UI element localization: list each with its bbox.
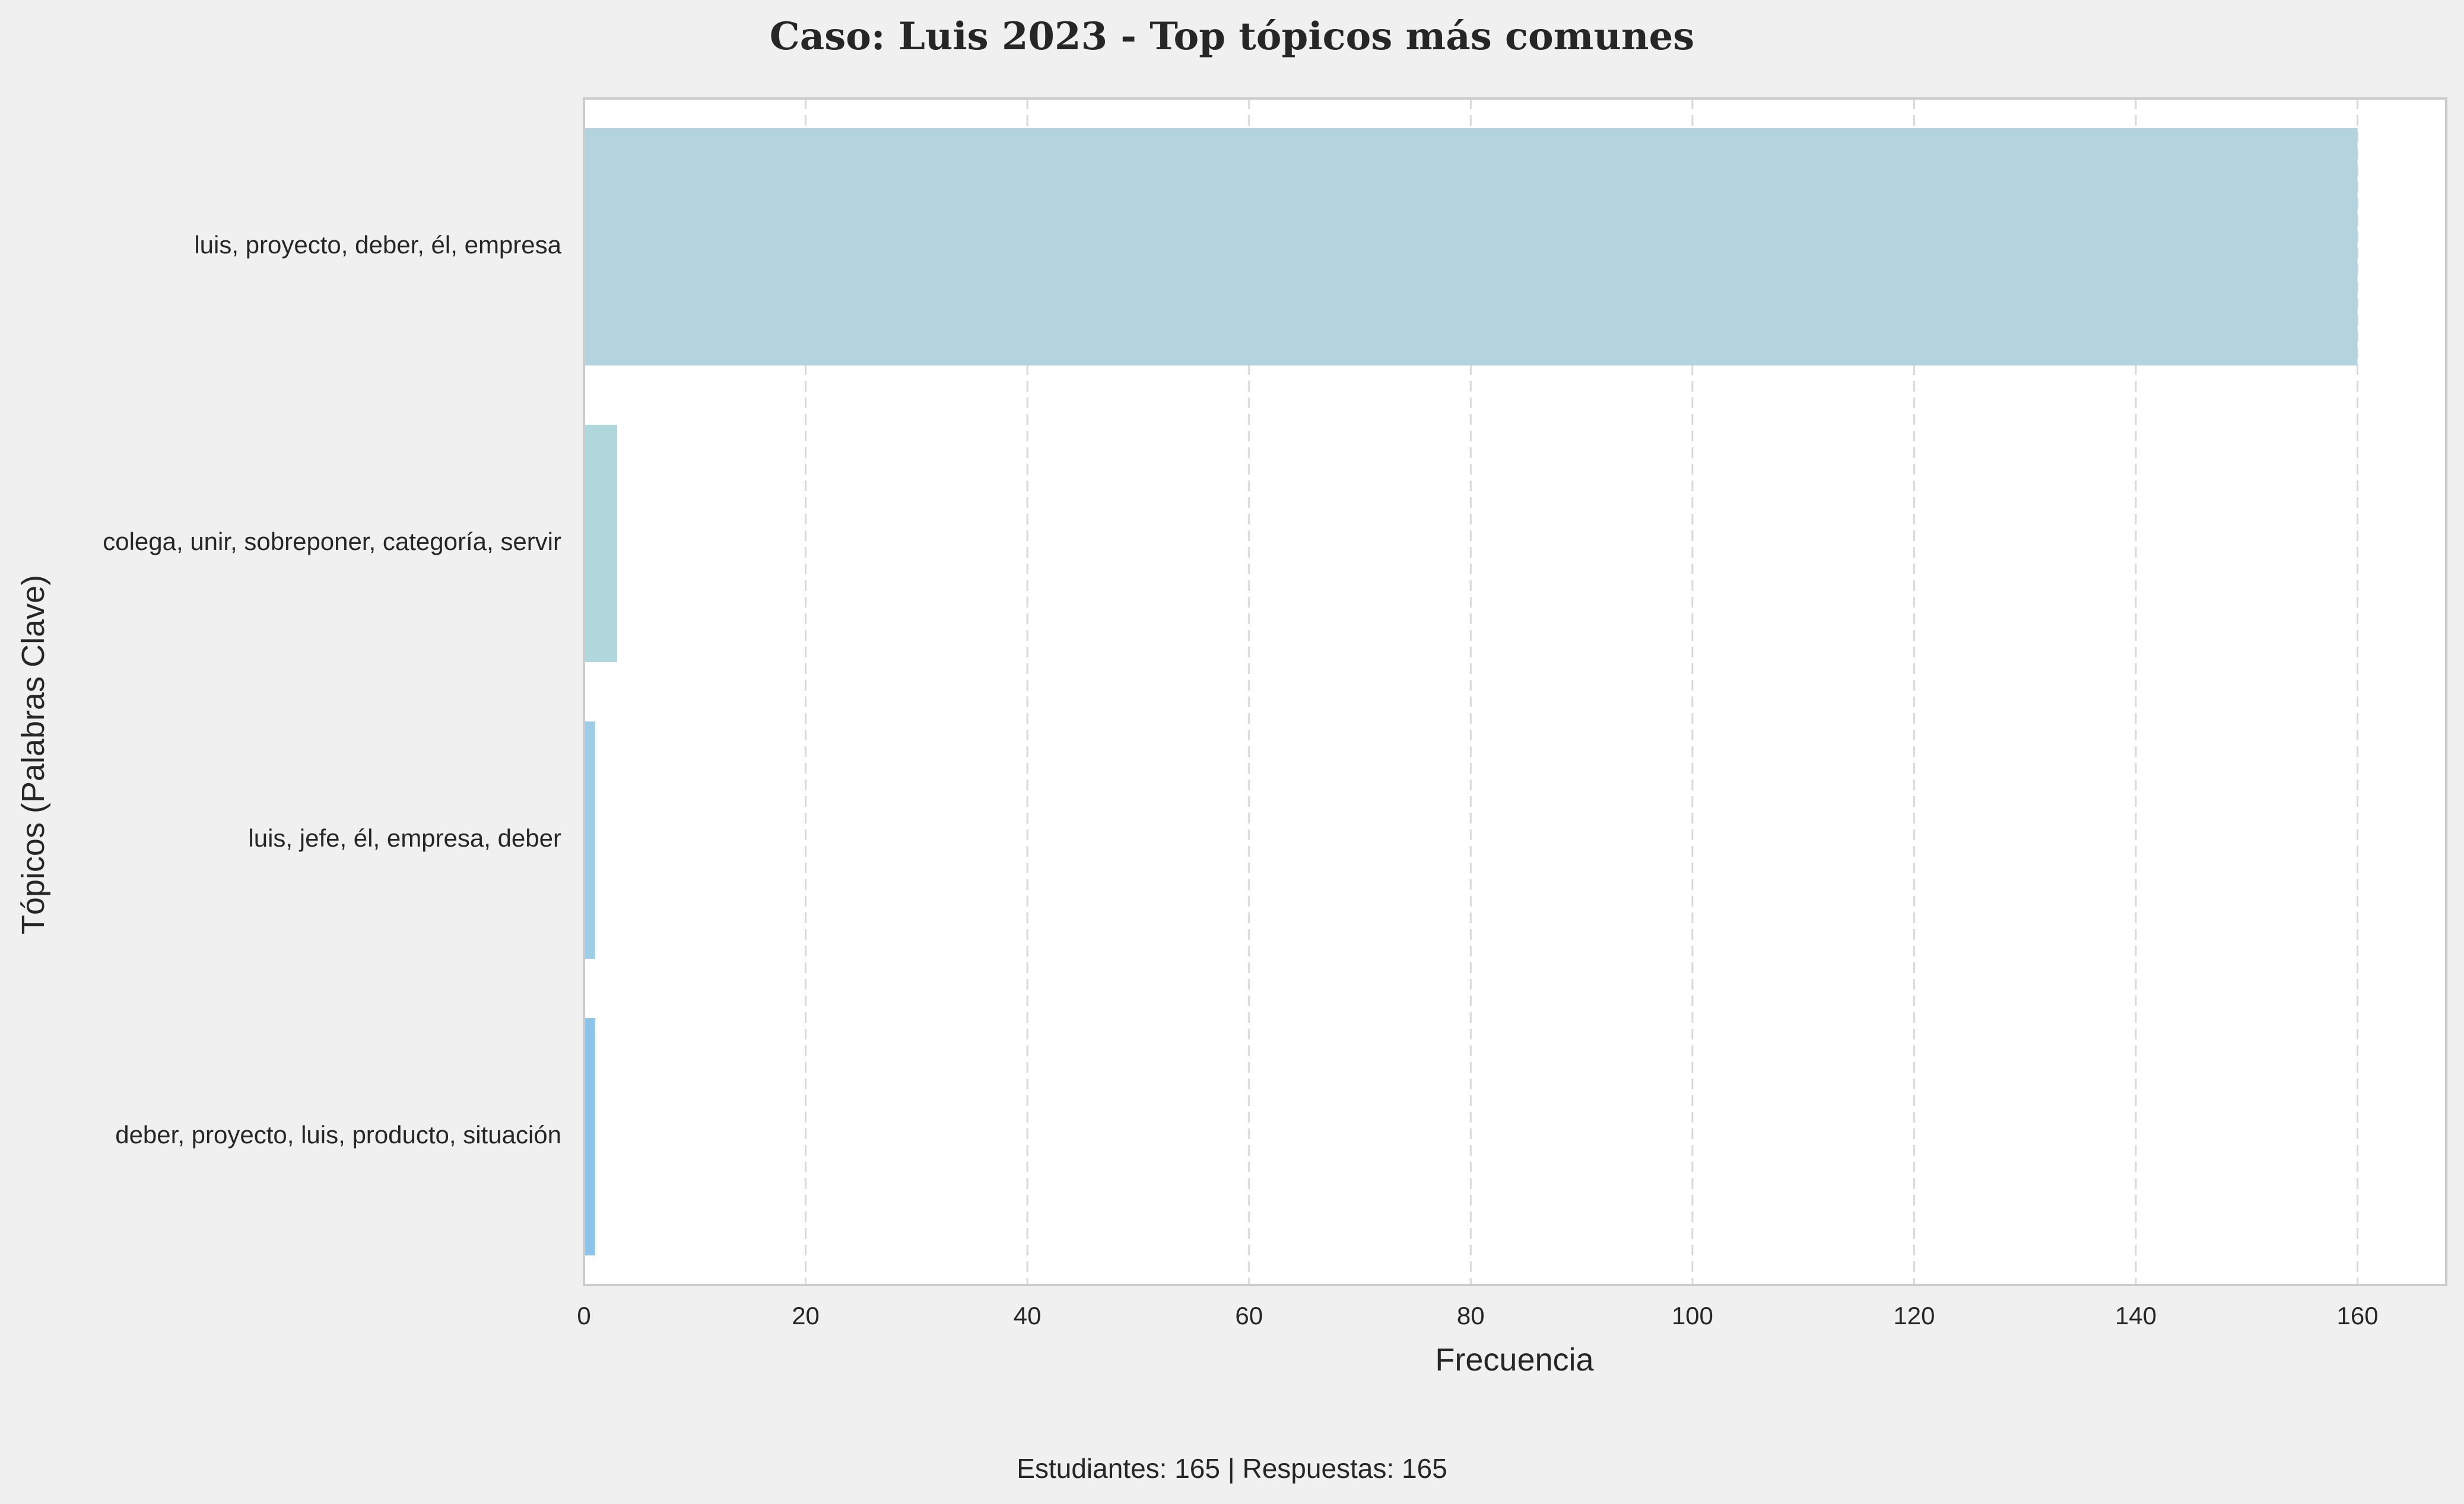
x-tick-label: 100	[1672, 1302, 1713, 1330]
x-axis-label: Frecuencia	[1435, 1342, 1594, 1378]
y-tick-label: colega, unir, sobreponer, categoría, ser…	[103, 527, 561, 555]
bar	[584, 721, 595, 959]
bar	[584, 128, 2358, 365]
y-axis-label: Tópicos (Palabras Clave)	[15, 575, 51, 934]
y-tick-label: luis, proyecto, deber, él, empresa	[194, 231, 561, 259]
y-tick-label: luis, jefe, él, empresa, deber	[248, 824, 561, 852]
bar	[584, 1018, 595, 1255]
x-tick-label: 60	[1235, 1302, 1263, 1330]
x-tick-label: 120	[1893, 1302, 1935, 1330]
x-tick-label: 140	[2115, 1302, 2157, 1330]
footer-note: Estudiantes: 165 | Respuestas: 165	[1017, 1453, 1447, 1484]
y-tick-label: deber, proyecto, luis, producto, situaci…	[115, 1121, 561, 1149]
x-tick-label: 160	[2337, 1302, 2379, 1330]
x-tick-label: 0	[577, 1302, 590, 1330]
plot-frame	[583, 97, 2447, 1286]
chart-title: Caso: Luis 2023 - Top tópicos más comune…	[769, 14, 1695, 59]
x-tick-label: 20	[792, 1302, 820, 1330]
bar	[584, 425, 618, 662]
x-tick-label: 40	[1014, 1302, 1042, 1330]
x-tick-label: 80	[1457, 1302, 1485, 1330]
